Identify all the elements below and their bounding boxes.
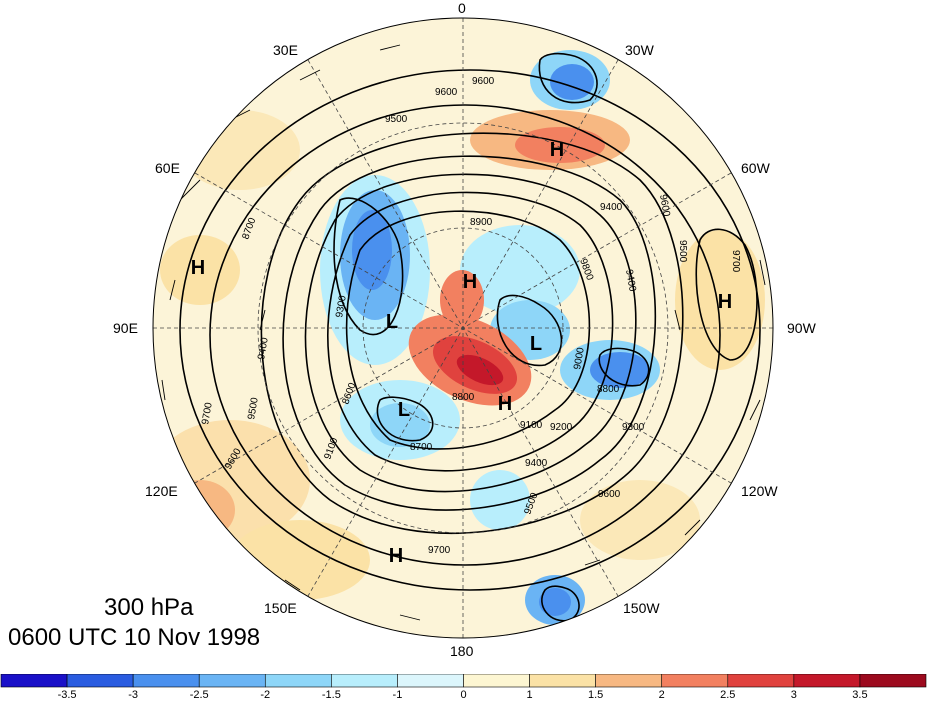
low-center: L (530, 333, 542, 355)
high-center: H (463, 271, 477, 293)
colorbar-tick-label: 3.5 (852, 689, 868, 701)
lon-label-120e: 120E (145, 483, 178, 499)
contour-label: 8800 (452, 392, 475, 403)
contour-label: 9500 (677, 240, 688, 263)
contour-label: 9500 (385, 114, 408, 125)
contour-label: 9400 (600, 202, 623, 213)
colorbar-tick-label: -2 (260, 689, 271, 701)
low-center: L (386, 311, 398, 333)
high-center: H (498, 393, 512, 415)
high-center: H (718, 291, 732, 313)
valid-time-title: 0600 UTC 10 Nov 1998 (8, 624, 261, 651)
contour-label: 9100 (520, 420, 543, 431)
low-center: L (398, 399, 410, 421)
high-center: H (550, 139, 564, 161)
contour-label: 9200 (550, 422, 573, 433)
lon-label-30e: 30E (273, 42, 298, 58)
contour-label: 9600 (657, 194, 672, 218)
colorbar-swatch (661, 674, 729, 688)
colorbar-tick-label: -3.5 (57, 689, 77, 701)
contour-label: 9400 (256, 336, 271, 360)
contour-label: 9400 (525, 458, 548, 469)
map-border (152, 17, 774, 639)
colorbar-swatch (132, 674, 200, 688)
contour-label: 9700 (730, 250, 741, 273)
colorbar-tick-label: -1 (392, 689, 403, 701)
colorbar-swatch (793, 674, 861, 688)
contour-label: 9600 (435, 87, 458, 98)
contour-label: 9300 (622, 422, 645, 433)
colorbar-tick-label: 2.5 (720, 689, 736, 701)
colorbar-tick-label: -3 (128, 689, 139, 701)
contour-label: 9400 (623, 269, 638, 293)
lon-label-150e: 150E (264, 600, 297, 616)
contour-label: 8800 (597, 384, 620, 395)
colorbar-swatch (264, 674, 332, 688)
lon-label-90w: 90W (787, 320, 816, 336)
contour-label: 9600 (472, 76, 495, 87)
colorbar-swatch (0, 674, 68, 688)
colorbar-tick-label: -1.5 (321, 689, 341, 701)
contour-label: 9700 (428, 545, 451, 556)
colorbar-tick-label: 2 (658, 689, 665, 701)
high-center: H (389, 545, 403, 567)
lon-label-60e: 60E (155, 160, 180, 176)
high-center: H (191, 257, 205, 279)
lon-label-30w: 30W (625, 42, 654, 58)
contour-label: 8900 (470, 217, 493, 228)
colorbar-swatch (859, 674, 927, 688)
contour-label: 8700 (410, 442, 433, 453)
colorbar-swatch (66, 674, 134, 688)
colorbar-swatch (595, 674, 663, 688)
height-contours (179, 52, 761, 622)
colorbar-tick-label: 1 (526, 689, 533, 701)
contour-label: 9700 (200, 401, 215, 425)
lon-label-60w: 60W (741, 160, 770, 176)
lon-label-0: 0 (458, 0, 466, 16)
colorbar-swatch (727, 674, 795, 688)
contour-label: 9000 (572, 346, 587, 370)
colorbar-tick-label: 1.5 (587, 689, 604, 701)
contour-label: 9600 (598, 489, 621, 500)
pressure-level-title: 300 hPa (104, 594, 194, 621)
colorbar-swatch (198, 674, 266, 688)
graticule (153, 18, 773, 638)
lon-label-120w: 120W (741, 483, 778, 499)
contour-label: 9300 (334, 294, 349, 318)
lon-label-180: 180 (450, 643, 474, 659)
colorbar-swatch (529, 674, 596, 688)
colorbar-swatch (463, 674, 530, 688)
colorbar-tick-label: 3 (790, 689, 797, 701)
colorbar-tick-label: -2.5 (189, 689, 209, 701)
colorbar-swatch (331, 674, 398, 688)
lon-label-150w: 150W (623, 600, 660, 616)
colorbar-tick-label: 0 (460, 689, 467, 701)
colorbar (0, 674, 927, 688)
contour-label: 9500 (246, 396, 261, 420)
lon-label-90e: 90E (113, 320, 138, 336)
colorbar-swatch (397, 674, 464, 688)
